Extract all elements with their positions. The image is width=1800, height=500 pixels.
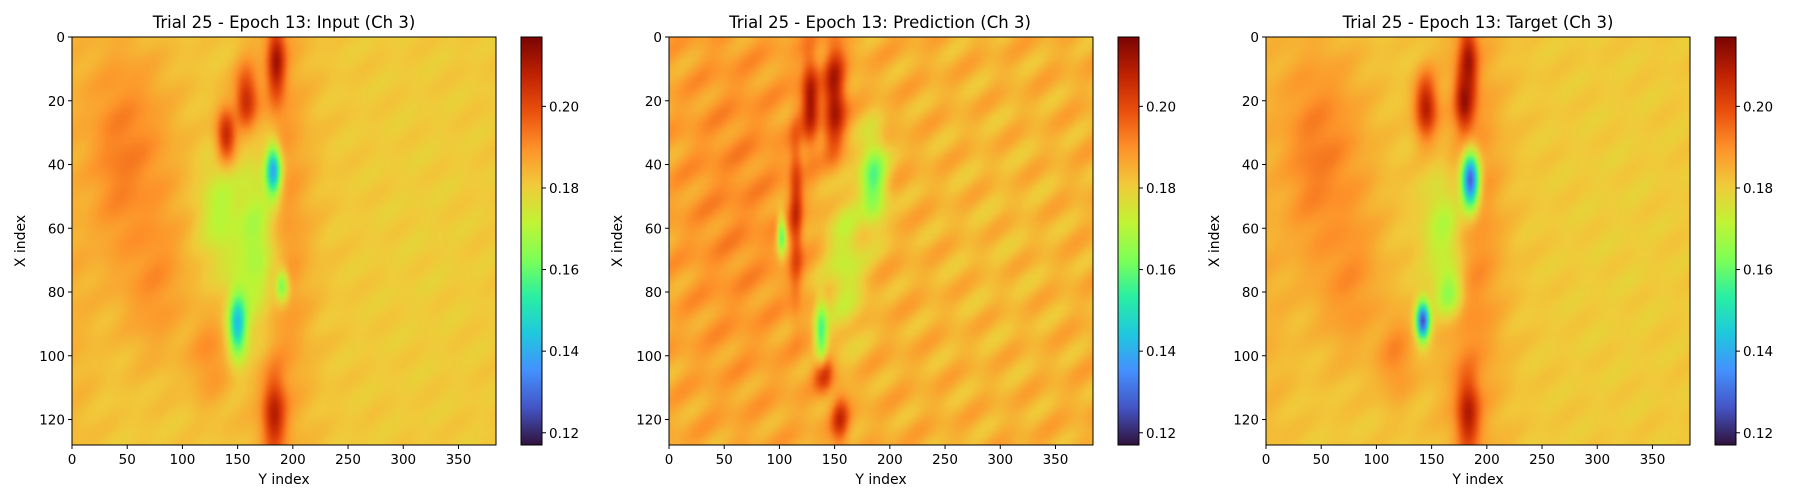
x-tick-label: 100: [170, 452, 196, 468]
x-tick-label: 300: [390, 452, 416, 468]
y-tick-label: 60: [645, 221, 662, 237]
y-axis-ticks: 0 20 40 60 80 100 120: [636, 30, 669, 429]
y-tick-label: 120: [39, 413, 65, 429]
y-tick-label: 60: [48, 221, 65, 237]
x-tick-label: 200: [1474, 452, 1500, 468]
colorbar-tick-label: 0.12: [1743, 426, 1773, 442]
y-tick-label: 80: [1242, 285, 1259, 301]
x-tick-label: 100: [767, 452, 793, 468]
x-tick-label: 250: [1529, 452, 1555, 468]
x-axis-ticks: 0 50 100 150 200 250 300 350: [68, 445, 472, 468]
x-tick-label: 200: [877, 452, 903, 468]
y-axis-ticks: 0 20 40 60 80 100 120: [39, 30, 72, 429]
y-tick-label: 120: [636, 413, 662, 429]
x-tick-label: 50: [1313, 452, 1330, 468]
colorbar-tick-label: 0.12: [1146, 426, 1176, 442]
y-tick-label: 0: [1250, 30, 1259, 46]
colorbar-tick-label: 0.20: [1146, 99, 1176, 115]
colorbar-ticks: 0.12 0.14 0.16 0.18 0.20: [542, 99, 579, 442]
plot-frame: [1265, 36, 1691, 446]
x-tick-label: 150: [225, 452, 251, 468]
colorbar-tick-label: 0.16: [1146, 263, 1176, 279]
y-tick-label: 100: [636, 349, 662, 365]
colorbar-frame: [1714, 36, 1737, 446]
x-tick-label: 0: [68, 452, 77, 468]
plot-frame: [71, 36, 497, 446]
colorbar-tick-label: 0.14: [1146, 344, 1176, 360]
x-tick-label: 300: [1584, 452, 1610, 468]
colorbar-frame: [1117, 36, 1140, 446]
colorbar-tick-label: 0.18: [549, 181, 579, 197]
x-axis-label: Y index: [854, 472, 906, 488]
y-tick-label: 120: [1233, 413, 1259, 429]
x-tick-label: 150: [822, 452, 848, 468]
x-tick-label: 0: [1262, 452, 1271, 468]
x-tick-label: 350: [1640, 452, 1666, 468]
y-tick-label: 0: [653, 30, 662, 46]
x-axis-label: Y index: [257, 472, 309, 488]
heatmap-image: [1266, 37, 1690, 445]
colorbar-tick-label: 0.16: [1743, 263, 1773, 279]
x-tick-label: 300: [987, 452, 1013, 468]
y-tick-label: 40: [645, 158, 662, 174]
x-tick-label: 350: [446, 452, 472, 468]
x-tick-label: 150: [1419, 452, 1445, 468]
y-tick-label: 40: [48, 158, 65, 174]
colorbar-frame: [520, 36, 543, 446]
heatmap-panel-prediction: Trial 25 - Epoch 13: Prediction (Ch 3) 0…: [610, 13, 1176, 488]
x-tick-label: 250: [932, 452, 958, 468]
y-axis-label: X index: [13, 215, 29, 267]
x-axis-ticks: 0 50 100 150 200 250 300 350: [1262, 445, 1666, 468]
x-tick-label: 100: [1364, 452, 1390, 468]
y-axis-ticks: 0 20 40 60 80 100 120: [1233, 30, 1266, 429]
x-axis-label: Y index: [1451, 472, 1503, 488]
x-tick-label: 250: [335, 452, 361, 468]
y-tick-label: 80: [645, 285, 662, 301]
y-tick-label: 20: [1242, 94, 1259, 110]
heatmap-image: [669, 37, 1093, 445]
x-tick-label: 200: [280, 452, 306, 468]
colorbar-ticks: 0.12 0.14 0.16 0.18 0.20: [1736, 99, 1773, 442]
x-tick-label: 0: [665, 452, 674, 468]
chart-title: Trial 25 - Epoch 13: Target (Ch 3): [1342, 13, 1614, 32]
colorbar-tick-label: 0.14: [549, 344, 579, 360]
heatmap-panel-input: Trial 25 - Epoch 13: Input (Ch 3) 0 50 100…: [13, 13, 579, 488]
colorbar-tick-label: 0.14: [1743, 344, 1773, 360]
colorbar-tick-label: 0.20: [1743, 99, 1773, 115]
x-axis-ticks: 0 50 100 150 200 250 300 350: [665, 445, 1069, 468]
colorbar-tick-label: 0.18: [1743, 181, 1773, 197]
heatmap-panel-target: Trial 25 - Epoch 13: Target (Ch 3) 0 50 10…: [1207, 13, 1773, 488]
colorbar-tick-label: 0.20: [549, 99, 579, 115]
plot-frame: [668, 36, 1094, 446]
y-tick-label: 40: [1242, 158, 1259, 174]
y-tick-label: 20: [48, 94, 65, 110]
colorbar-tick-label: 0.16: [549, 263, 579, 279]
y-tick-label: 100: [1233, 349, 1259, 365]
x-tick-label: 50: [119, 452, 136, 468]
chart-title: Trial 25 - Epoch 13: Prediction (Ch 3): [728, 13, 1031, 32]
y-tick-label: 100: [39, 349, 65, 365]
y-tick-label: 20: [645, 94, 662, 110]
y-axis-label: X index: [610, 215, 626, 267]
colorbar: [1118, 37, 1139, 445]
chart-title: Trial 25 - Epoch 13: Input (Ch 3): [152, 13, 416, 32]
x-tick-label: 350: [1043, 452, 1069, 468]
x-tick-label: 50: [716, 452, 733, 468]
colorbar-tick-label: 0.12: [549, 426, 579, 442]
y-tick-label: 60: [1242, 221, 1259, 237]
y-tick-label: 0: [56, 30, 65, 46]
colorbar-tick-label: 0.18: [1146, 181, 1176, 197]
colorbar: [1715, 37, 1736, 445]
y-tick-label: 80: [48, 285, 65, 301]
heatmap-image: [72, 37, 496, 445]
y-axis-label: X index: [1207, 215, 1223, 267]
colorbar: [521, 37, 542, 445]
colorbar-ticks: 0.12 0.14 0.16 0.18 0.20: [1139, 99, 1176, 442]
